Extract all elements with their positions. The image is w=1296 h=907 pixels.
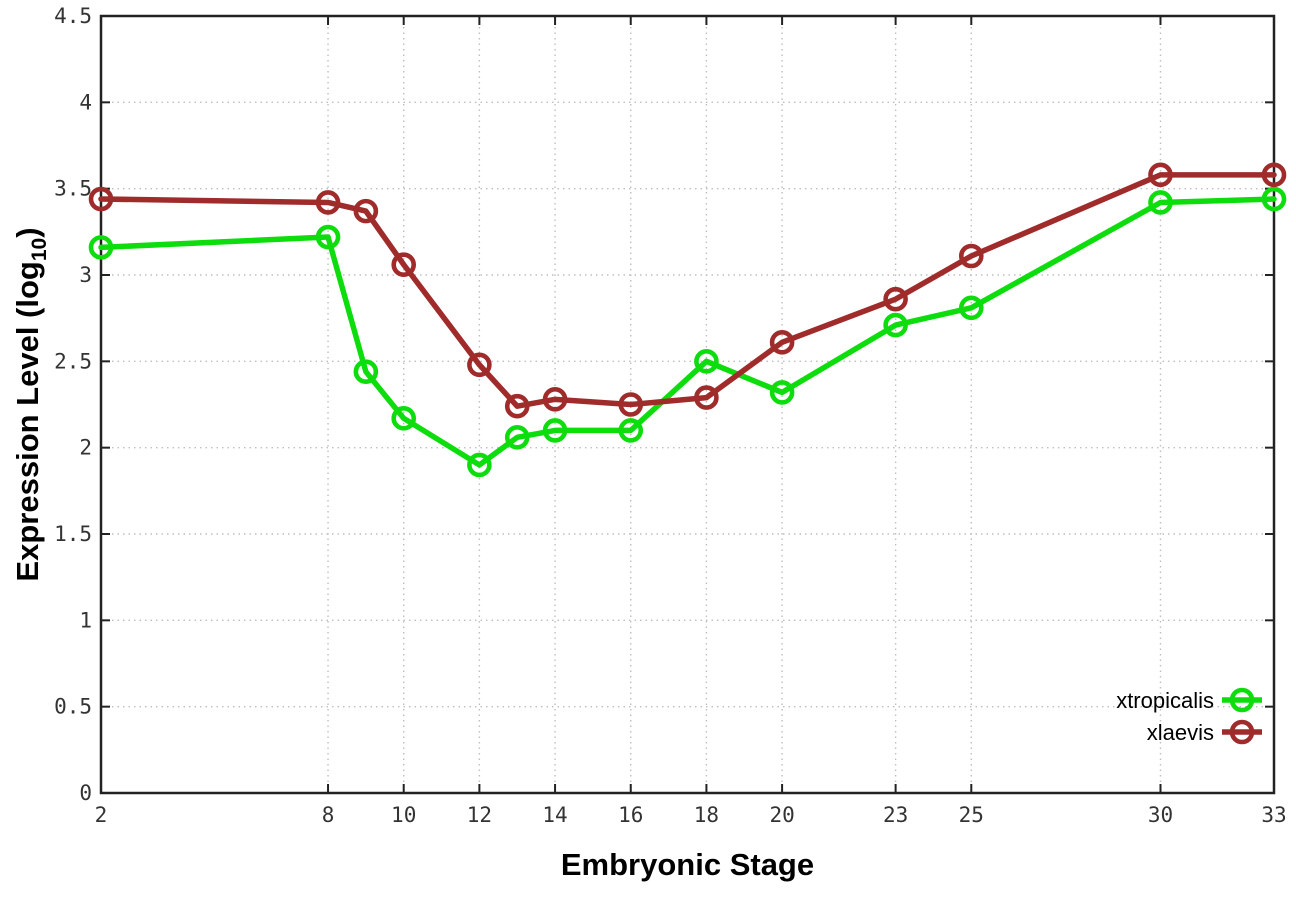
data-point-xtropicalis-stage-9 (353, 359, 379, 384)
data-point-xtropicalis-stage-30 (1148, 190, 1173, 215)
data-point-xlaevis-stage-2 (88, 186, 114, 212)
data-point-xtropicalis-stage-25 (958, 295, 984, 321)
series-xtropicalis (88, 186, 1287, 478)
legend: xtropicalis xlaevis (1116, 687, 1262, 745)
data-point-xtropicalis-stage-20 (769, 380, 795, 405)
x-tick-label-16: 16 (618, 803, 643, 827)
y-axis-title-subscript: 10 (28, 238, 51, 261)
data-point-xtropicalis-stage-16 (618, 418, 644, 443)
x-tick-label-30: 30 (1148, 803, 1173, 827)
x-axis-title: Embryonic Stage (561, 847, 814, 882)
data-point-xlaevis-stage-13 (504, 393, 530, 419)
x-axis-tick-labels: 2 8 10 12 14 16 18 20 23 25 30 33 (95, 803, 1287, 827)
x-tick-label-33: 33 (1261, 803, 1286, 827)
data-point-xlaevis-stage-14 (542, 387, 568, 412)
legend-item-xtropicalis: xtropicalis (1116, 687, 1262, 713)
data-point-xlaevis-stage-23 (883, 286, 908, 312)
y-tick-label-1.5: 1.5 (54, 522, 92, 546)
data-point-xlaevis-stage-8 (315, 190, 341, 215)
y-tick-label-3.5: 3.5 (54, 177, 92, 201)
data-point-xtropicalis-stage-18 (694, 349, 719, 374)
y-tick-label-0: 0 (79, 781, 92, 805)
x-tick-label-8: 8 (322, 803, 335, 827)
data-point-xlaevis-stage-10 (391, 252, 417, 277)
y-tick-label-2.5: 2.5 (54, 349, 92, 373)
y-axis-tick-labels: 0 0.5 1 1.5 2 2.5 3 3.5 4 4.5 (54, 4, 92, 805)
x-tick-label-18: 18 (694, 803, 719, 827)
series-xlaevis (88, 162, 1287, 419)
data-point-xtropicalis-stage-14 (542, 418, 568, 443)
data-point-xtropicalis-stage-12 (467, 452, 492, 478)
legend-label-xlaevis: xlaevis (1147, 720, 1214, 745)
y-tick-label-3: 3 (79, 263, 92, 287)
y-tick-label-1: 1 (79, 608, 92, 632)
data-point-xtropicalis-stage-8 (315, 224, 341, 250)
data-point-xlaevis-stage-18 (694, 385, 719, 410)
legend-item-xlaevis: xlaevis (1147, 719, 1262, 745)
x-tick-label-2: 2 (95, 803, 108, 827)
data-point-xlaevis-stage-16 (618, 392, 644, 417)
data-point-xlaevis-stage-30 (1148, 162, 1173, 188)
y-axis-title: Expression Level (log10) (10, 227, 51, 581)
data-point-xlaevis-stage-25 (958, 243, 984, 269)
plot-border (99, 14, 1276, 795)
data-point-xtropicalis-stage-13 (504, 425, 530, 450)
data-point-xlaevis-stage-9 (353, 198, 379, 224)
y-tick-label-4.5: 4.5 (54, 4, 92, 28)
x-tick-label-20: 20 (769, 803, 794, 827)
data-point-xtropicalis-stage-23 (883, 312, 908, 338)
data-point-xtropicalis-stage-33 (1261, 186, 1287, 212)
x-tick-label-14: 14 (542, 803, 567, 827)
y-tick-label-0.5: 0.5 (54, 695, 92, 719)
legend-sample-marker-xlaevis (1229, 719, 1255, 745)
data-point-xlaevis-stage-20 (769, 330, 795, 355)
legend-sample-marker-xtropicalis (1229, 687, 1255, 713)
x-tick-label-12: 12 (467, 803, 492, 827)
x-tick-label-10: 10 (391, 803, 416, 827)
data-point-xtropicalis-stage-10 (391, 406, 417, 431)
x-tick-label-23: 23 (883, 803, 908, 827)
y-tick-label-2: 2 (79, 436, 92, 460)
data-point-xlaevis-stage-33 (1261, 162, 1287, 188)
y-tick-label-4: 4 (79, 90, 92, 114)
data-point-xlaevis-stage-12 (467, 352, 492, 378)
legend-label-xtropicalis: xtropicalis (1116, 688, 1214, 713)
data-point-xtropicalis-stage-2 (88, 235, 114, 260)
x-tick-label-25: 25 (959, 803, 984, 827)
